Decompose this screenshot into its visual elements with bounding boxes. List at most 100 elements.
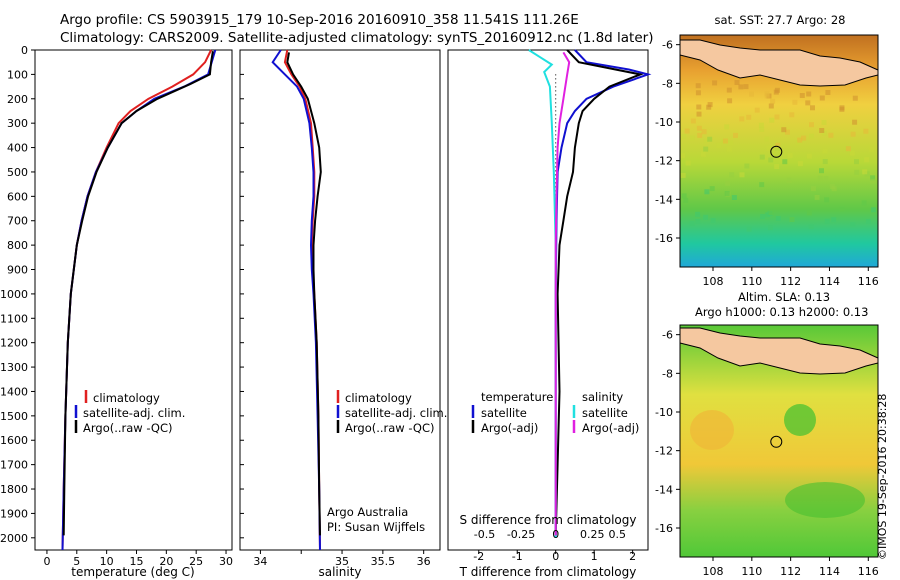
legend-argo-label: Argo(..raw -QC) <box>345 421 435 435</box>
sst-pixel <box>768 225 773 231</box>
sst-pixel <box>792 99 798 105</box>
sst-pixel <box>822 159 828 165</box>
salinity-lines <box>271 49 322 551</box>
sst-pixel <box>845 146 851 152</box>
sst-pixel <box>703 146 709 152</box>
lon-tick-label: 114 <box>819 565 840 578</box>
sst-pixel <box>854 169 860 175</box>
sst-pixel <box>870 175 876 181</box>
sst-pixel <box>695 83 701 89</box>
legend-climatology-label: climatology <box>345 391 412 405</box>
sst-pixel <box>683 197 689 203</box>
temperature-tick-label: 25 <box>189 555 203 568</box>
sst-pixel <box>797 137 803 143</box>
depth-tick-label: 2000 <box>0 532 28 545</box>
series-t-argo-adj <box>554 49 644 536</box>
sst-pixel <box>701 129 707 135</box>
sst-map-ticks: 108 110 112 114 116 -6 -8 -10 -12 -14 -16 <box>655 39 879 288</box>
depth-tick-label: 1400 <box>0 385 28 398</box>
sst-pixel <box>871 207 876 213</box>
s-diff-tick-label: 0.5 <box>608 528 626 541</box>
s-difference-label: S difference from climatology <box>460 513 637 527</box>
sla-map-title-2: Argo h1000: 0.13 h2000: 0.13 <box>695 305 868 319</box>
sst-pixel <box>690 118 696 124</box>
sst-pixel <box>695 218 701 224</box>
sst-pixel <box>789 217 795 222</box>
sst-pixel <box>821 120 827 125</box>
depth-tick-label: 800 <box>7 239 28 252</box>
sst-pixel <box>681 193 687 199</box>
sst-pixel <box>765 212 771 218</box>
sst-pixel <box>774 114 780 120</box>
sst-pixel <box>770 98 776 104</box>
sst-pixel <box>724 124 730 130</box>
legend-climatology-label: climatology <box>93 391 160 405</box>
sst-pixel <box>849 150 855 156</box>
s-diff-tick-label: 0.25 <box>580 528 605 541</box>
temperature-axes-frame <box>34 49 233 551</box>
s-diff-tick-label: -0.25 <box>507 528 535 541</box>
legend-satellite-label: satellite-adj. clim. <box>83 406 185 420</box>
depth-tick-label: 1100 <box>0 312 28 325</box>
sst-pixel <box>746 226 752 232</box>
sst-pixel <box>865 219 871 224</box>
lon-tick-label: 114 <box>819 275 840 288</box>
sst-pixel <box>681 134 687 139</box>
sst-pixel <box>724 191 730 196</box>
sst-pixel <box>739 172 745 178</box>
imos-credit: ©IMOS 19-Sep-2016 20:38:28 <box>876 393 889 560</box>
sst-pixel <box>825 90 831 95</box>
lon-tick-label: 108 <box>703 275 724 288</box>
argo-float-marker <box>770 145 783 158</box>
t-diff-tick-label: 1 <box>591 550 598 563</box>
depth-tick-label: 700 <box>7 215 28 228</box>
depth-tick-label: 500 <box>7 166 28 179</box>
legend-t-argo-label: Argo(-adj) <box>481 421 538 435</box>
depth-tick-label: 1800 <box>0 483 28 496</box>
sst-pixel <box>731 195 737 200</box>
sst-pixel <box>707 136 713 142</box>
series-s-argo-adj <box>554 51 571 536</box>
lon-tick-label: 116 <box>858 275 879 288</box>
sst-pixel <box>808 224 814 230</box>
depth-tick-label: 1000 <box>0 288 28 301</box>
sla-map-ticks: 108 110 112 114 116 -6 -8 -10 -12 -14 -16 <box>655 329 879 578</box>
sla-eddy <box>784 404 816 436</box>
sst-pixel <box>746 114 752 120</box>
sst-pixel <box>768 103 774 109</box>
difference-axes-ticks: -2 -1 0 1 2 <box>473 74 636 563</box>
sst-pixel <box>700 151 706 157</box>
s-diff-tick-label: -0.5 <box>474 528 495 541</box>
sst-pixel <box>685 160 691 166</box>
sst-map-panel: sat. SST: 27.7 Argo: 28 108 110 112 114 116 -… <box>655 13 879 288</box>
sst-pixel <box>801 135 807 141</box>
lon-tick-label: 108 <box>703 565 724 578</box>
sst-pixel <box>809 122 814 128</box>
sst-pixel <box>781 127 787 133</box>
sst-pixel <box>850 222 856 228</box>
temperature-x-axis: 0 5 10 15 20 25 30 <box>43 550 233 568</box>
sst-texture <box>680 80 876 232</box>
legend-s-argo-label: Argo(-adj) <box>582 421 639 435</box>
sst-pixel <box>704 189 710 195</box>
argo-australia-label: Argo Australia <box>327 505 408 519</box>
sst-pixel <box>775 146 781 152</box>
lon-tick-label: 116 <box>858 565 879 578</box>
sst-pixel <box>817 175 823 181</box>
legend-argo-label: Argo(..raw -QC) <box>83 421 173 435</box>
sst-pixel <box>852 95 858 101</box>
t-diff-tick-label: 0 <box>552 550 559 563</box>
sst-pixel <box>760 214 766 220</box>
sst-pixel <box>782 159 788 165</box>
legend-satellite-label: satellite-adj. clim. <box>345 406 447 420</box>
sst-pixel <box>810 105 815 111</box>
sst-pixel <box>824 197 830 203</box>
depth-tick-label: 200 <box>7 93 28 106</box>
lat-tick-label: -16 <box>655 232 673 245</box>
salinity-tick-label: 35.5 <box>371 555 396 568</box>
sst-pixel <box>727 98 733 104</box>
sst-pixel <box>774 164 780 170</box>
sst-pixel <box>709 186 715 192</box>
sst-pixel <box>799 93 805 98</box>
sst-pixel <box>775 142 781 148</box>
